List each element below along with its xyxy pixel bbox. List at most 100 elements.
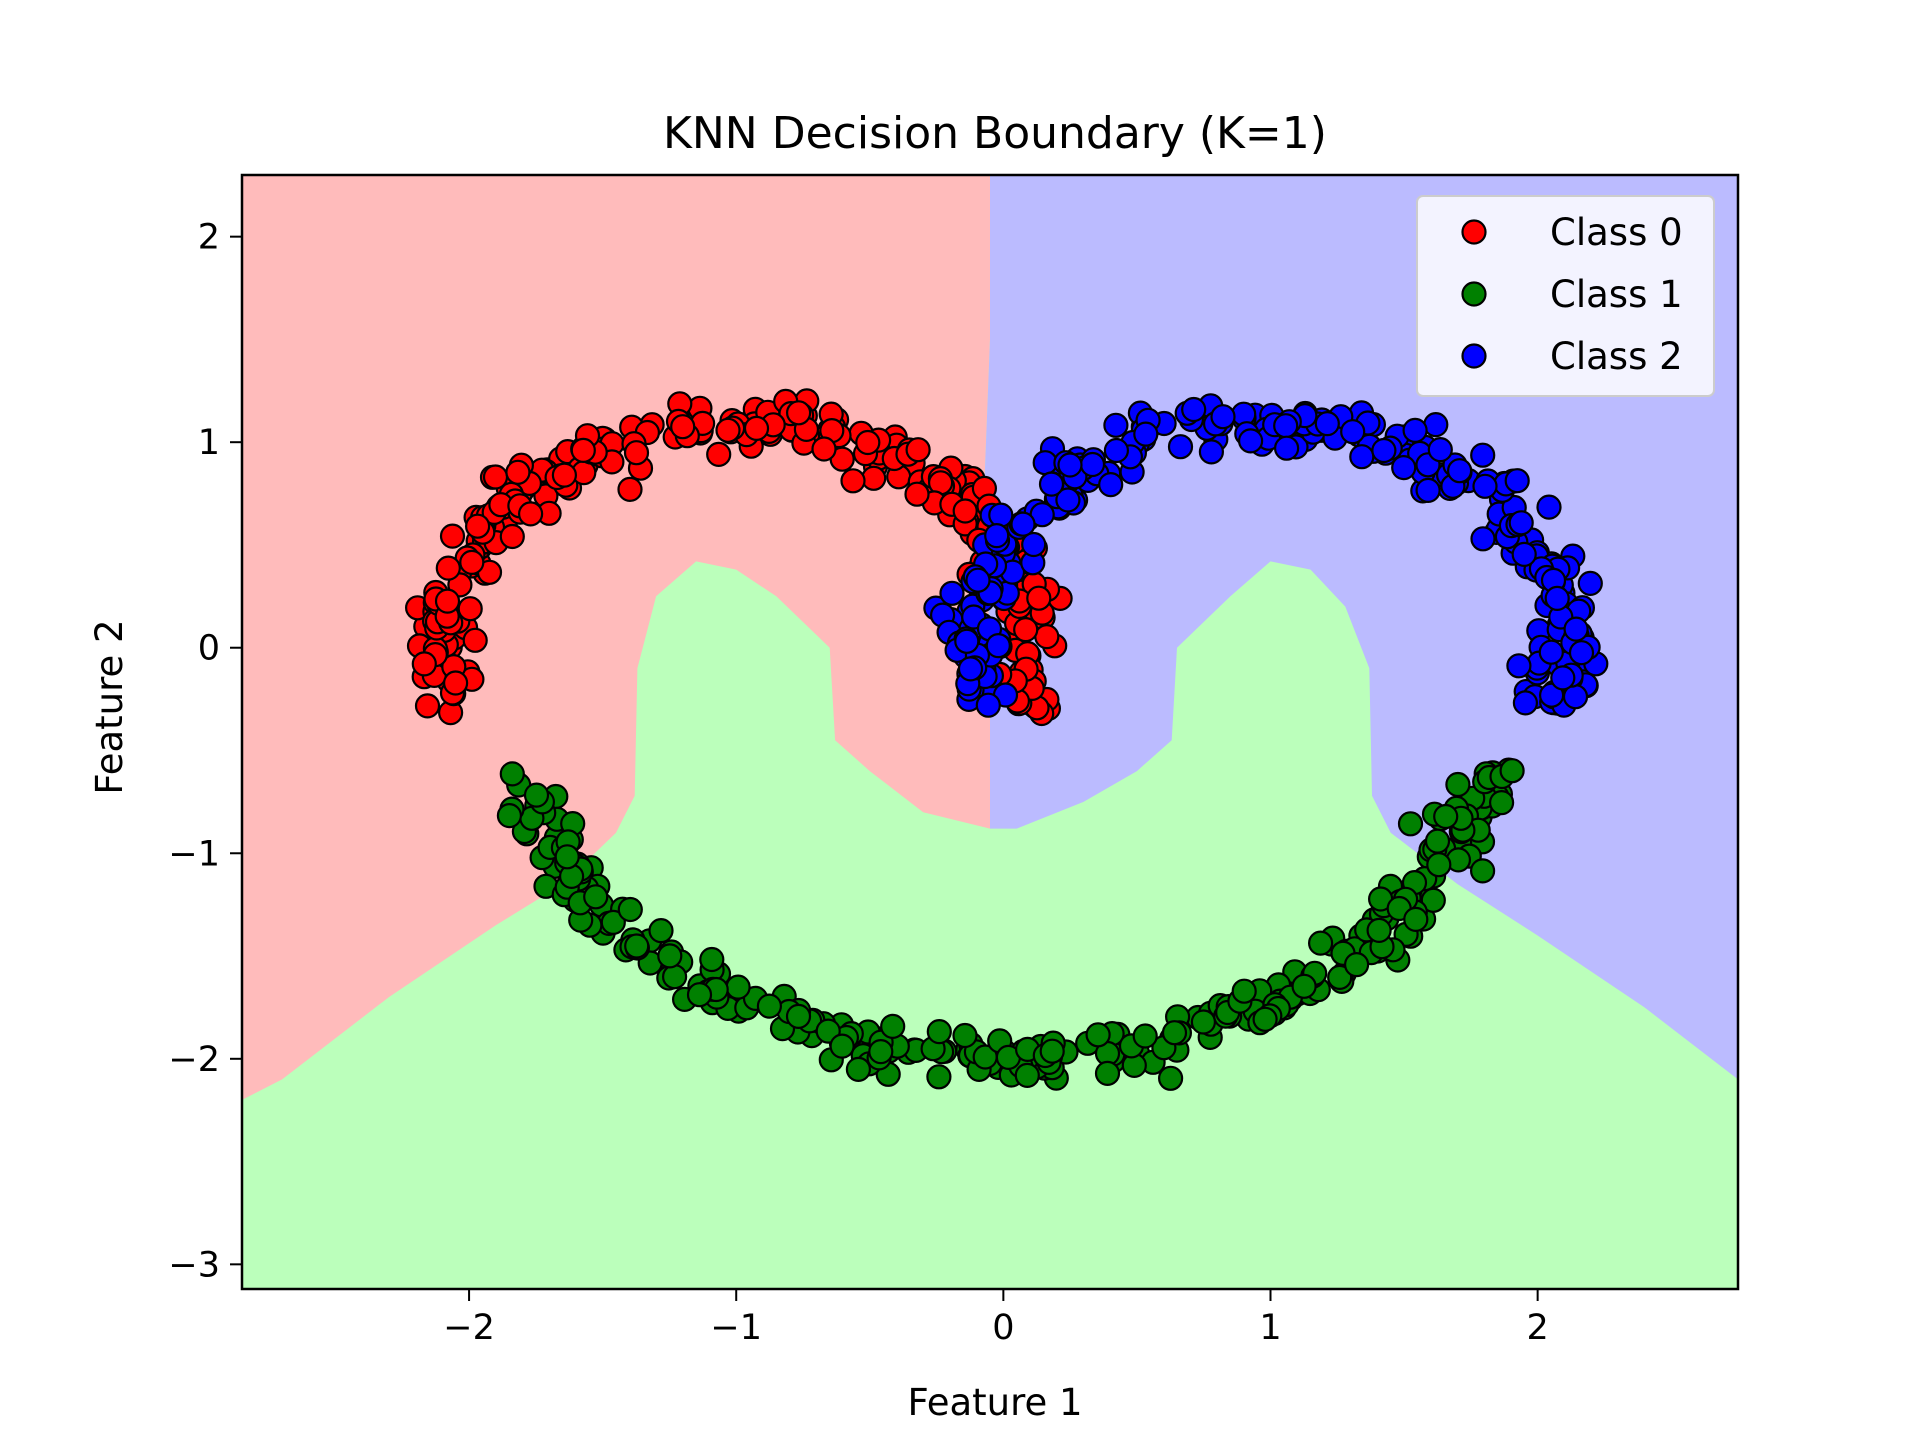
data-point — [434, 588, 461, 614]
data-point — [1161, 1020, 1188, 1046]
data-point — [1273, 435, 1300, 461]
data-point — [1032, 450, 1058, 476]
data-point — [554, 844, 580, 870]
data-point — [1423, 412, 1449, 438]
data-point — [1098, 472, 1124, 498]
x-tick-label: 2 — [1527, 1308, 1549, 1348]
data-point — [1426, 852, 1452, 878]
data-point — [1472, 473, 1498, 499]
data-point — [459, 549, 485, 576]
data-point — [1133, 421, 1159, 447]
data-point — [1343, 951, 1370, 978]
data-point — [657, 943, 683, 969]
data-point — [505, 459, 531, 485]
y-axis: −3 −2 −1 0 1 2 — [168, 218, 242, 1285]
data-point — [1420, 887, 1446, 913]
data-point — [1327, 964, 1353, 991]
legend-label: Class 1 — [1550, 273, 1683, 316]
data-point — [517, 501, 544, 527]
plot-area-frame — [240, 173, 1740, 1291]
data-point — [1397, 811, 1424, 837]
data-point — [1499, 758, 1525, 784]
data-point — [1506, 653, 1532, 679]
data-point — [411, 651, 437, 677]
data-point — [1314, 411, 1340, 437]
data-point — [1013, 616, 1039, 643]
data-point — [868, 1038, 894, 1065]
data-point — [1190, 1009, 1217, 1035]
data-point — [1544, 585, 1570, 612]
data-point — [965, 567, 991, 593]
data-point — [1132, 1023, 1158, 1049]
data-point — [1237, 428, 1264, 454]
data-point — [624, 933, 650, 959]
data-point — [1103, 412, 1129, 438]
series-class-2 — [923, 393, 1609, 718]
legend-box — [1416, 195, 1715, 397]
y-axis-label: Feature 2 — [88, 619, 131, 794]
data-point — [1103, 437, 1130, 464]
legend-marker — [1461, 219, 1487, 245]
data-point — [861, 465, 887, 491]
data-point — [1079, 451, 1106, 478]
data-point — [855, 429, 881, 456]
data-point — [1563, 616, 1589, 642]
data-point — [1273, 413, 1299, 439]
data-point — [1021, 531, 1047, 558]
x-axis: −2 −1 0 1 2 — [443, 1289, 1549, 1348]
x-tick-label: 0 — [992, 1308, 1014, 1348]
data-point — [1210, 404, 1236, 430]
data-point — [957, 656, 984, 682]
data-point — [686, 982, 713, 1008]
data-point — [1427, 437, 1453, 463]
data-point — [1167, 434, 1194, 460]
data-point — [435, 555, 461, 581]
data-point — [1433, 803, 1459, 830]
data-point — [414, 693, 441, 719]
x-axis-label: Feature 1 — [907, 1381, 1082, 1424]
data-point — [1014, 1062, 1040, 1089]
data-point — [661, 964, 688, 990]
data-point — [551, 462, 578, 488]
data-point — [1252, 1006, 1278, 1032]
data-point — [1010, 511, 1036, 537]
legend-label: Class 2 — [1550, 335, 1683, 378]
y-tick-label: −2 — [168, 1040, 220, 1080]
data-point — [926, 1064, 952, 1090]
x-tick-label: 1 — [1259, 1308, 1281, 1348]
data-point — [1536, 494, 1562, 520]
data-point — [1181, 396, 1207, 423]
data-point — [975, 692, 1001, 718]
data-point — [984, 522, 1010, 549]
data-point — [570, 437, 596, 463]
data-point — [1038, 471, 1065, 497]
data-point — [1488, 789, 1515, 816]
data-point — [1085, 1022, 1111, 1048]
legend: Class 0 Class 1 Class 2 — [1416, 195, 1715, 397]
data-point — [1094, 1060, 1121, 1087]
data-point — [1445, 771, 1471, 798]
data-point — [1371, 437, 1397, 464]
region-class-2 — [982, 175, 1738, 1080]
data-point — [706, 441, 732, 467]
data-point — [1198, 439, 1225, 465]
data-point — [829, 1033, 855, 1059]
data-point — [811, 436, 837, 462]
legend-marker — [1461, 281, 1487, 307]
y-tick-label: −1 — [168, 834, 220, 874]
data-point — [1403, 906, 1429, 933]
data-point — [462, 627, 488, 653]
data-point — [1508, 510, 1534, 536]
data-point — [648, 917, 674, 944]
data-point — [465, 513, 491, 539]
data-point — [1469, 858, 1496, 884]
data-point — [1157, 1065, 1184, 1091]
scatter-points — [405, 388, 1609, 1091]
data-point — [905, 437, 931, 463]
data-point — [1504, 468, 1530, 494]
data-point — [785, 400, 812, 426]
data-point — [1550, 665, 1576, 691]
data-point — [715, 417, 741, 443]
y-tick-label: 1 — [198, 423, 220, 463]
